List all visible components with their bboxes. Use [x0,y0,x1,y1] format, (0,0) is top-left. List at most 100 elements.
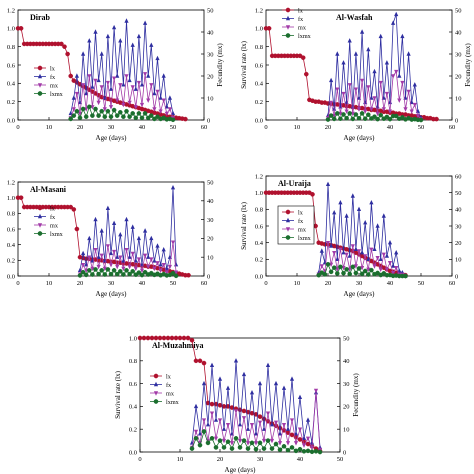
data-point-lxmx [362,268,368,274]
panel-title: Al-Masani [30,185,67,194]
data-point-mx [118,83,123,88]
y2-tick-label: 20 [207,236,214,243]
data-point-mx [353,264,358,269]
data-point-fx [152,90,157,96]
legend-marker-lx [37,205,43,211]
data-point-lx [209,401,215,407]
data-point-mx [93,78,98,84]
data-point-lxmx [341,112,346,117]
data-point-lxmx [309,449,315,455]
y-axis-title: Survival rate (lx) [240,40,248,88]
data-point-lxmx [130,268,135,274]
x-axis-title: Age (days) [96,290,128,298]
data-point-lx [186,272,191,278]
data-point-fx [217,376,223,381]
data-point-mx [174,270,179,275]
data-point-lxmx [93,106,98,112]
data-point-fx [360,249,365,255]
data-point-fx [372,246,377,252]
data-point-mx [127,264,132,270]
data-point-mx [93,247,98,253]
y-tick-label: 1.2 [7,179,15,186]
data-point-lxmx [257,440,263,446]
y-tick-label: 0.2 [129,427,137,434]
data-point-mx [353,87,358,92]
y2-tick-label: 20 [207,73,214,80]
data-point-lx [18,26,24,31]
series-mx [68,72,176,121]
x-tick-label: 60 [449,124,456,131]
series-lxmx [316,262,408,279]
legend-marker-fx [37,73,43,79]
data-point-fx [381,213,386,218]
panel-title: Al-Wasfah [336,13,373,22]
data-point-lx [137,335,143,341]
data-point-lxmx [328,113,334,118]
data-point-mx [387,109,393,114]
data-point-mx [281,422,287,428]
x-tick-label: 10 [177,456,184,463]
data-point-lxmx [285,447,291,453]
data-point-mx [161,98,166,103]
x-tick-label: 0 [264,280,267,287]
y-tick-label: 0.8 [7,211,15,218]
data-point-mx [87,74,92,79]
data-point-mx [213,436,219,442]
legend-label-lx: lx [298,7,304,14]
x-tick-label: 30 [108,124,115,131]
data-point-mx [164,111,169,117]
data-point-mx [99,85,104,90]
data-point-lxmx [365,112,371,118]
data-point-mx [350,244,355,249]
data-point-fx [130,42,135,47]
y-tick-label: 0.0 [7,273,15,280]
legend-label-mx: mx [298,226,307,233]
data-point-lx [261,416,267,422]
data-point-lxmx [375,116,380,122]
legend-label-lx: lx [166,373,172,380]
data-point-lx [74,226,80,232]
data-point-mx [108,105,114,110]
data-point-fx [174,262,179,267]
data-point-fx [387,239,393,245]
series-fx [68,18,176,116]
data-point-fx [257,380,263,386]
y-tick-label: 1.2 [255,7,263,14]
data-point-mx [124,247,129,253]
legend-marker-fx [285,217,291,223]
data-point-lxmx [105,267,111,272]
legend-marker-lxmx [153,399,159,404]
legend-marker-fx [153,381,159,387]
x-tick-label: 10 [46,124,53,131]
y-tick-label: 0.8 [7,44,15,51]
data-point-mx [412,102,417,108]
data-point-mx [301,443,307,448]
data-point-fx [213,417,219,422]
data-point-fx [372,68,377,74]
data-point-lxmx [114,271,120,277]
series-line-fx [79,187,177,271]
data-point-lxmx [121,272,126,277]
data-point-lx [241,408,247,414]
data-point-fx [146,73,151,78]
data-point-fx [105,205,110,211]
data-point-lxmx [173,273,179,279]
data-point-lxmx [152,116,157,122]
data-point-fx [149,42,154,47]
data-point-lxmx [221,445,227,450]
data-point-lxmx [331,265,337,270]
data-point-lxmx [225,439,231,445]
series-lxmx [189,429,323,455]
data-point-lxmx [245,446,251,451]
data-point-lxmx [142,269,148,275]
data-point-fx [366,46,371,52]
data-point-mx [133,105,138,110]
data-point-mx [356,249,362,254]
data-point-fx [193,403,199,409]
data-point-lxmx [96,271,101,277]
data-point-fx [155,243,160,248]
data-point-mx [105,80,110,86]
data-point-mx [378,267,383,273]
